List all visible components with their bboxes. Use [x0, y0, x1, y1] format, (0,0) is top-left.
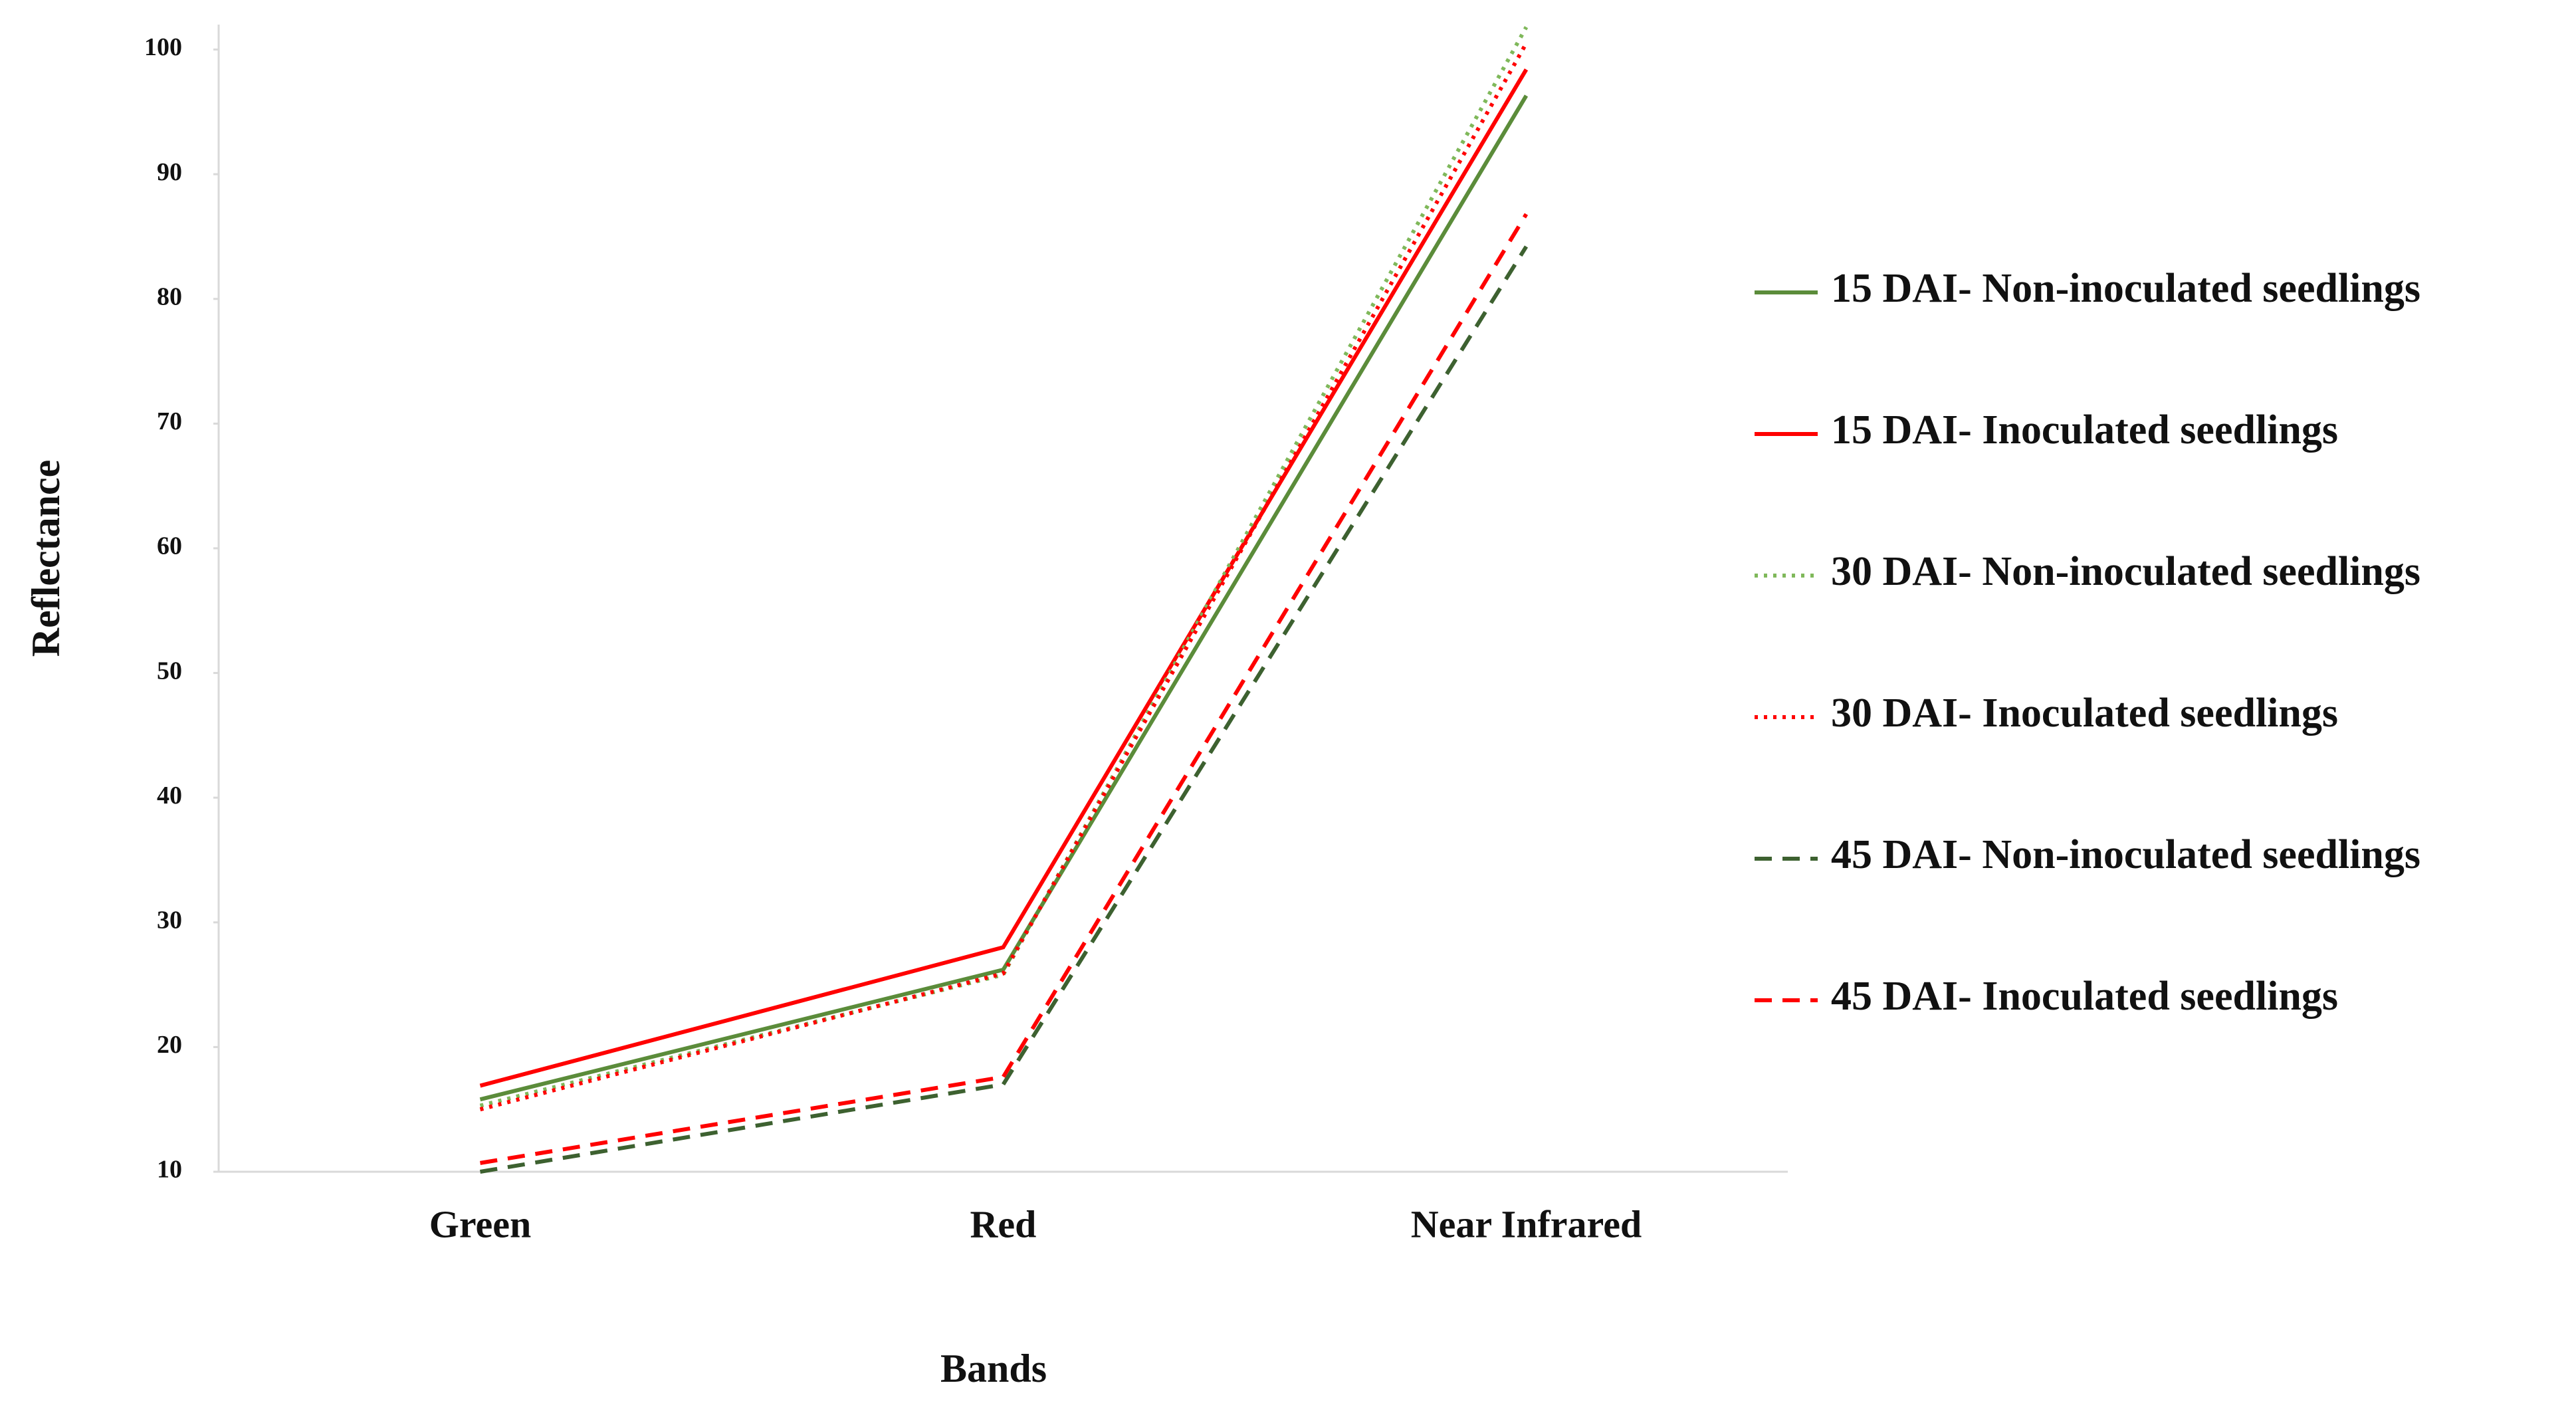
legend-label: 45 DAI- Inoculated seedlings — [1831, 974, 2338, 1019]
legend-label: 30 DAI- Inoculated seedlings — [1831, 691, 2338, 736]
series-line — [479, 42, 1529, 1112]
y-axis-title: Reflectance — [24, 460, 68, 657]
y-tick-label: 90 — [157, 158, 182, 186]
y-tick-label: 50 — [157, 657, 182, 685]
legend-label: 45 DAI- Non-inoculated seedlings — [1831, 832, 2420, 877]
y-tick-label: 60 — [157, 532, 182, 560]
x-axis-title: Bands — [940, 1347, 1047, 1390]
y-tick-label: 20 — [157, 1031, 182, 1059]
series-line — [479, 68, 1529, 1088]
y-tick-label: 70 — [157, 407, 182, 435]
x-tick-label: Green — [429, 1202, 532, 1246]
series-line — [480, 213, 1529, 1165]
legend-label: 30 DAI- Non-inoculated seedlings — [1831, 549, 2420, 594]
y-tick-label: 80 — [157, 282, 182, 310]
y-tick-label: 40 — [157, 782, 182, 810]
y-tick-label: 100 — [144, 33, 182, 61]
y-tick-label: 30 — [157, 907, 182, 934]
series-line — [479, 26, 1529, 1108]
x-tick-label: Near Infrared — [1411, 1202, 1642, 1246]
legend-label: 15 DAI- Inoculated seedlings — [1831, 407, 2338, 453]
legend-label: 15 DAI- Non-inoculated seedlings — [1831, 266, 2420, 311]
x-tick-label: Red — [970, 1202, 1037, 1246]
series-line — [480, 245, 1529, 1174]
y-tick-label: 10 — [157, 1156, 182, 1184]
series-line — [479, 94, 1529, 1102]
